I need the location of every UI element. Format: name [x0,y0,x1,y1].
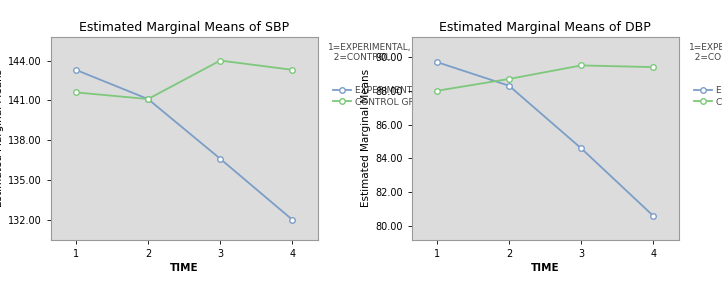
X-axis label: TIME: TIME [531,263,560,273]
X-axis label: TIME: TIME [170,263,199,273]
Title: Estimated Marginal Means of DBP: Estimated Marginal Means of DBP [439,21,651,34]
Title: Estimated Marginal Means of SBP: Estimated Marginal Means of SBP [79,21,290,34]
Y-axis label: Estimated Marginal Means: Estimated Marginal Means [0,69,4,207]
Legend: EXPERIMENTAL GROUP, CONTROL GROUP: EXPERIMENTAL GROUP, CONTROL GROUP [333,86,457,107]
Text: 1=EXPERIMENTAL,
  2=CONTROL: 1=EXPERIMENTAL, 2=CONTROL [690,43,722,62]
Text: 1=EXPERIMENTAL,
  2=CONTROL: 1=EXPERIMENTAL, 2=CONTROL [329,43,412,62]
Y-axis label: Estimated Marginal Means: Estimated Marginal Means [361,69,370,207]
Legend: EXPERIMENTAL GROUP, CONTROL GROUP: EXPERIMENTAL GROUP, CONTROL GROUP [694,86,722,107]
